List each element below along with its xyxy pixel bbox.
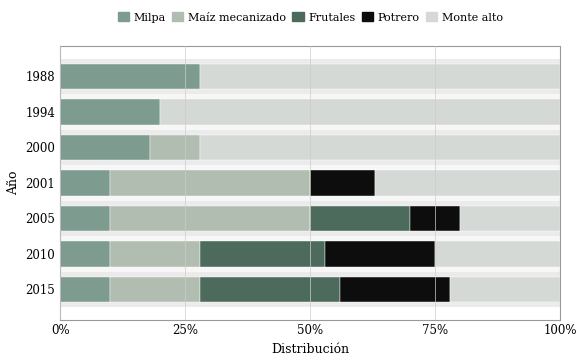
Bar bbox=[376, 170, 560, 196]
Bar bbox=[60, 170, 110, 196]
Bar bbox=[411, 205, 460, 231]
Bar bbox=[110, 205, 310, 231]
Bar bbox=[450, 277, 560, 302]
Bar bbox=[60, 135, 150, 160]
Bar bbox=[200, 241, 325, 267]
Bar bbox=[60, 241, 110, 267]
Bar bbox=[60, 58, 560, 94]
Bar bbox=[200, 135, 560, 160]
Bar bbox=[60, 272, 560, 307]
Bar bbox=[60, 64, 200, 89]
Bar bbox=[60, 277, 110, 302]
Bar bbox=[60, 201, 560, 236]
Bar bbox=[340, 277, 450, 302]
Bar bbox=[325, 241, 435, 267]
Bar bbox=[60, 94, 560, 130]
Bar bbox=[110, 170, 310, 196]
Bar bbox=[60, 130, 560, 165]
Bar bbox=[60, 99, 160, 125]
Bar bbox=[310, 205, 411, 231]
Bar bbox=[200, 64, 560, 89]
Bar bbox=[435, 241, 560, 267]
Bar bbox=[60, 236, 560, 272]
Bar bbox=[310, 170, 376, 196]
Y-axis label: Año: Año bbox=[7, 171, 20, 195]
Bar bbox=[110, 241, 200, 267]
Bar bbox=[160, 99, 560, 125]
Bar bbox=[150, 135, 200, 160]
Bar bbox=[110, 277, 200, 302]
Bar bbox=[60, 205, 110, 231]
Bar bbox=[460, 205, 560, 231]
Bar bbox=[200, 277, 340, 302]
X-axis label: Distribución: Distribución bbox=[271, 343, 349, 356]
Legend: Milpa, Maíz mecanizado, Frutales, Potrero, Monte alto: Milpa, Maíz mecanizado, Frutales, Potrer… bbox=[113, 8, 507, 27]
Bar bbox=[60, 165, 560, 201]
